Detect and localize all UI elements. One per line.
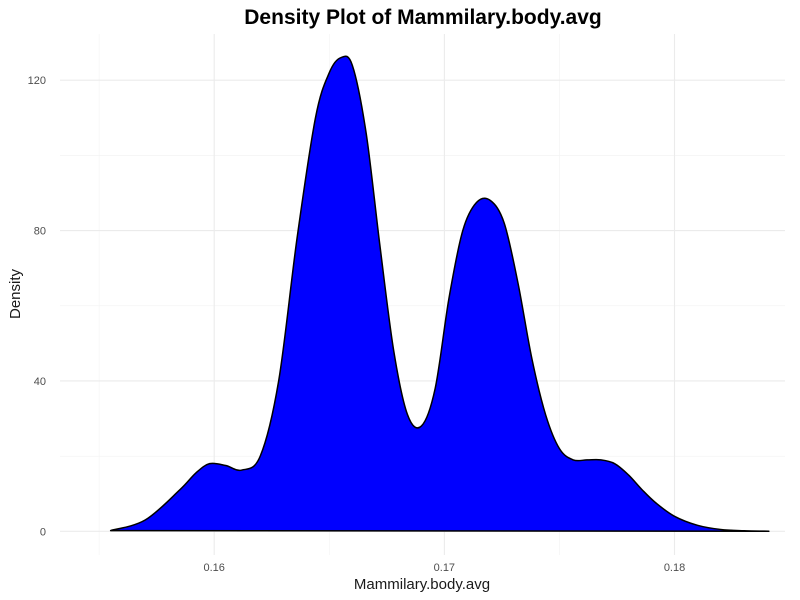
y-axis-ticks: 0 40 80 120: [28, 75, 46, 538]
x-axis-title: Mammilary.body.avg: [354, 576, 490, 593]
density-curve: [109, 55, 770, 532]
chart-title: Density Plot of Mammilary.body.avg: [244, 6, 601, 29]
x-tick-label: 0.16: [203, 562, 224, 574]
y-tick-label: 80: [34, 226, 46, 238]
x-tick-label: 0.18: [664, 562, 685, 574]
y-tick-label: 0: [40, 526, 46, 538]
y-axis-title: Density: [7, 268, 24, 319]
x-tick-label: 0.17: [434, 562, 455, 574]
y-tick-label: 40: [34, 376, 46, 388]
density-area-layer: [109, 55, 770, 532]
x-axis-ticks: 0.16 0.17 0.18: [203, 562, 685, 574]
y-tick-label: 120: [28, 75, 46, 87]
